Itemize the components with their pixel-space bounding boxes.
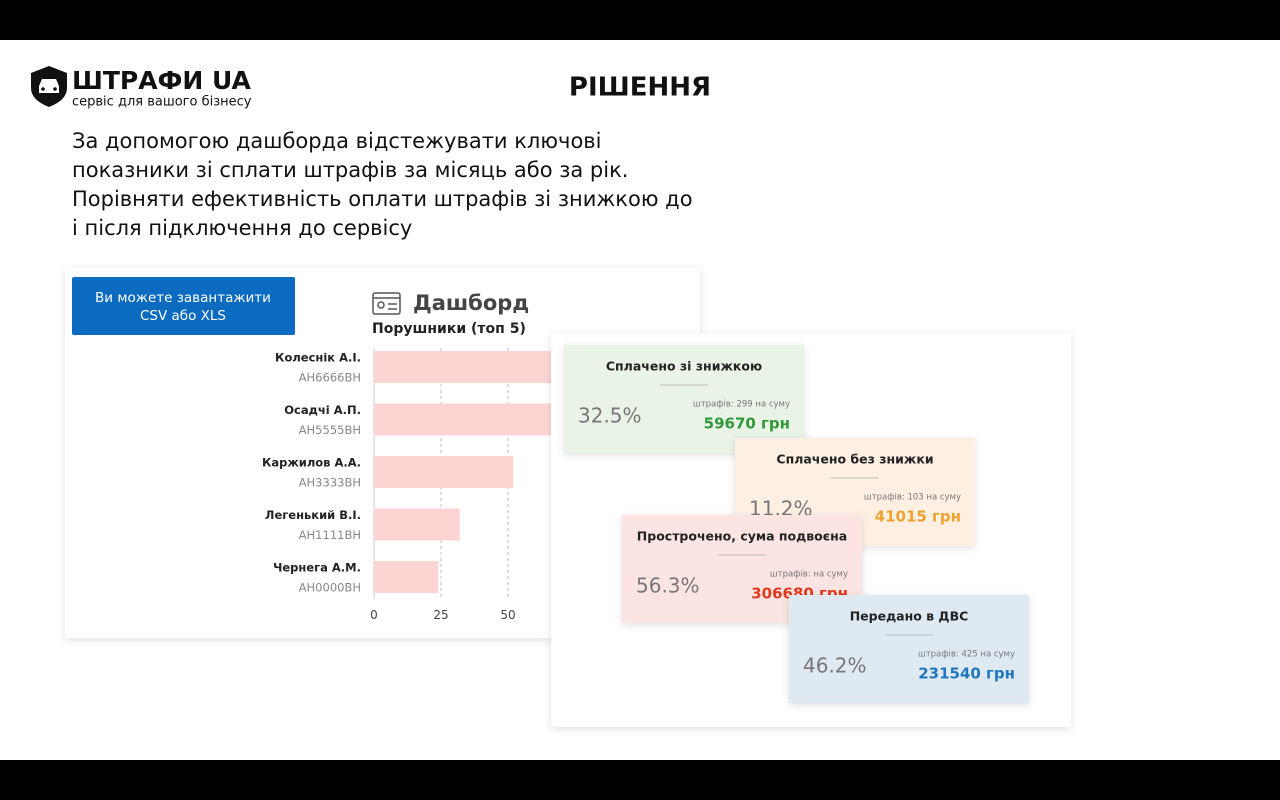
category-label: Легенький В.І. bbox=[265, 508, 361, 522]
bar bbox=[374, 351, 575, 383]
card-title: Передано в ДВС bbox=[850, 609, 969, 624]
bar bbox=[374, 508, 460, 541]
card-note: штрафів: 299 на суму bbox=[693, 400, 790, 410]
x-tick-label: 0 bbox=[370, 608, 378, 622]
bottom-bar bbox=[0, 760, 1280, 800]
category-label: Осадчі А.П. bbox=[284, 403, 361, 417]
description-line: За допомогою дашборда відстежувати ключо… bbox=[72, 129, 602, 153]
category-label: Чернега А.М. bbox=[273, 561, 361, 575]
plate-label: АН0000ВН bbox=[299, 581, 361, 595]
chart-title: Порушники (топ 5) bbox=[372, 321, 526, 337]
category-label: Колеснік А.І. bbox=[275, 351, 361, 365]
plate-label: АН5555ВН bbox=[299, 423, 361, 437]
x-tick-label: 25 bbox=[433, 608, 448, 622]
description-line: Порівняти ефективність оплати штрафів зі… bbox=[72, 187, 693, 211]
brand: ШТРАФИ UA bbox=[72, 66, 252, 95]
card-note: штрафів: 103 на суму bbox=[864, 493, 961, 503]
plate-label: АН1111ВН bbox=[299, 528, 361, 542]
bar bbox=[374, 561, 439, 593]
x-tick-label: 50 bbox=[500, 608, 515, 622]
card bbox=[789, 595, 1029, 703]
card-title: Сплачено без знижки bbox=[776, 452, 933, 467]
button-text: CSV або XLS bbox=[140, 308, 226, 324]
category-label: Каржилов А.А. bbox=[262, 456, 361, 470]
card-amount: 231540 грн bbox=[918, 665, 1015, 683]
dashboard-title: Дашборд bbox=[413, 291, 529, 315]
description-line: показники зі сплати штрафів за місяць аб… bbox=[72, 158, 628, 182]
card-title: Сплачено зі знижкою bbox=[606, 359, 762, 374]
card-percent: 56.3% bbox=[636, 574, 700, 598]
plate-label: АН3333ВН bbox=[299, 476, 361, 490]
card-amount: 59670 грн bbox=[704, 415, 790, 433]
card bbox=[564, 345, 804, 453]
tagline: сервіс для вашого бізнесу bbox=[72, 95, 252, 110]
description-line: і після підключення до сервісу bbox=[72, 216, 412, 240]
card-percent: 32.5% bbox=[578, 404, 642, 428]
card-note: штрафів: 425 на суму bbox=[918, 650, 1015, 660]
logo bbox=[31, 66, 67, 107]
plate-label: АН6666ВН bbox=[299, 371, 361, 385]
card-title: Прострочено, сума подвоєна bbox=[637, 529, 847, 544]
card-note: штрафів: на суму bbox=[770, 570, 848, 580]
upload-button[interactable] bbox=[72, 277, 295, 335]
slide-title: РІШЕННЯ bbox=[569, 73, 711, 103]
bar bbox=[374, 456, 514, 488]
bar bbox=[374, 403, 567, 436]
dashboard-icon bbox=[372, 292, 401, 315]
button-text: Ви можете завантажити bbox=[95, 290, 271, 306]
card-percent: 46.2% bbox=[803, 654, 867, 678]
top-bar bbox=[0, 0, 1280, 40]
card-amount: 41015 грн bbox=[875, 508, 961, 526]
